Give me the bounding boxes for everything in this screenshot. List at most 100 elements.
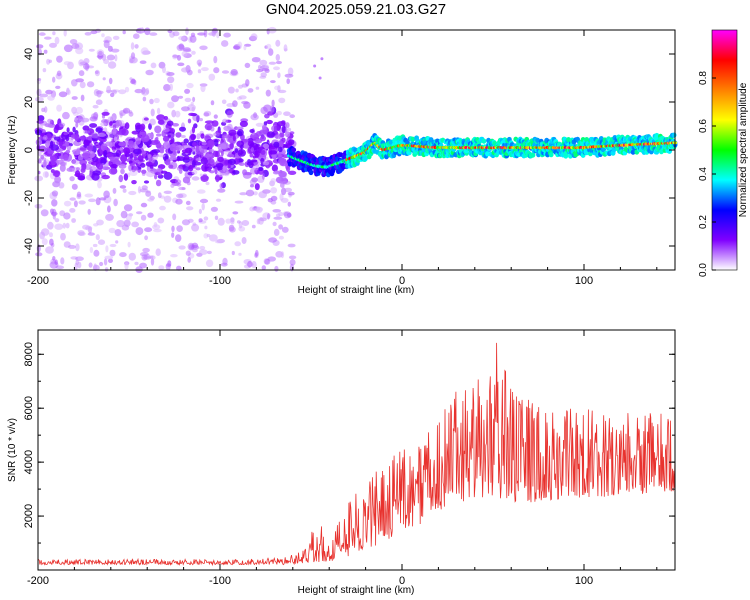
spectrogram-point bbox=[535, 137, 540, 143]
spectrogram-point bbox=[261, 265, 266, 271]
spectrogram-point bbox=[122, 188, 127, 193]
spectrogram-point bbox=[195, 167, 201, 171]
spectrogram-point bbox=[140, 88, 150, 96]
spectrogram-point bbox=[199, 198, 209, 204]
spectrogram-point bbox=[49, 232, 53, 238]
colorbar-label: Normalized spectral amplitude bbox=[738, 82, 749, 217]
spectrogram-point bbox=[226, 153, 235, 158]
spectrogram-point bbox=[241, 220, 250, 226]
spectrogram-point bbox=[114, 229, 122, 237]
spectrogram-point bbox=[144, 227, 153, 233]
spectrogram-point bbox=[152, 224, 161, 230]
spectrogram-point bbox=[281, 125, 286, 134]
spectrogram-point bbox=[48, 59, 52, 63]
spectrogram-point bbox=[215, 162, 224, 169]
spectrogram-point bbox=[210, 100, 215, 106]
spectrogram-point bbox=[287, 191, 295, 196]
x-tick-label: -200 bbox=[27, 575, 49, 587]
spectrogram-point bbox=[485, 151, 490, 157]
snr-frame bbox=[37, 329, 676, 571]
spectrogram-point bbox=[128, 252, 136, 261]
spectrogram-point bbox=[200, 175, 209, 182]
spectrogram-point bbox=[249, 129, 255, 133]
spectrogram-point bbox=[84, 193, 94, 198]
spectrogram-point bbox=[85, 140, 92, 144]
spectrogram-point bbox=[52, 256, 56, 261]
spectrogram-point bbox=[185, 200, 191, 206]
spectrogram-point bbox=[116, 220, 125, 228]
spectrogram-point bbox=[118, 163, 127, 169]
x-tick-label: 100 bbox=[575, 575, 593, 587]
spectrogram-point bbox=[271, 164, 278, 172]
spectrogram-point bbox=[103, 258, 108, 266]
spectrogram-point bbox=[96, 219, 104, 226]
spectrogram-point bbox=[71, 106, 77, 114]
spectrogram-point bbox=[34, 175, 44, 182]
spectrogram-point bbox=[140, 202, 148, 208]
spectrogram-point bbox=[246, 262, 254, 267]
spectrogram-point bbox=[75, 243, 80, 252]
spectrogram-point bbox=[121, 224, 130, 231]
spectrogram-point bbox=[38, 149, 42, 157]
spectrogram-point bbox=[56, 55, 63, 63]
spectrogram-point bbox=[155, 133, 162, 137]
spectrogram-point bbox=[179, 126, 186, 132]
spectrogram-point bbox=[100, 122, 107, 127]
spectrogram-point bbox=[234, 148, 239, 153]
spectrogram-point bbox=[72, 126, 76, 133]
spectrogram-point bbox=[149, 118, 156, 126]
spectrogram-point bbox=[287, 212, 292, 218]
spectrogram-point bbox=[142, 247, 150, 253]
spectrogram-point bbox=[279, 140, 284, 147]
spectrogram-point bbox=[47, 221, 54, 230]
spectrogram-point bbox=[92, 243, 98, 248]
spectrogram-point bbox=[44, 36, 52, 40]
spectrogram-point bbox=[129, 169, 138, 176]
spectrogram-point bbox=[144, 235, 149, 241]
spectrogram-point bbox=[159, 205, 166, 211]
spectrogram-point bbox=[63, 44, 73, 53]
spectrogram-point bbox=[176, 193, 184, 199]
spectrogram-point bbox=[183, 138, 189, 144]
spectrogram-point bbox=[87, 208, 91, 215]
spectrogram-point bbox=[287, 201, 291, 207]
spectrogram-point bbox=[245, 79, 250, 87]
spectrogram-point bbox=[119, 185, 127, 189]
spectrogram-point bbox=[220, 143, 227, 150]
spectrogram-point bbox=[50, 211, 58, 216]
spectrogram-point bbox=[63, 200, 72, 207]
spectrogram-point bbox=[141, 172, 146, 176]
spectrogram-point bbox=[278, 97, 286, 104]
spectrogram-point bbox=[230, 219, 235, 225]
spectrogram-point bbox=[165, 159, 171, 166]
spectrogram-point bbox=[53, 170, 60, 178]
spectrogram-point bbox=[278, 157, 287, 165]
spectrogram-point bbox=[109, 132, 114, 139]
spectrogram-point bbox=[278, 224, 283, 230]
spectrogram-point bbox=[169, 83, 173, 92]
spectrogram-point bbox=[59, 164, 66, 172]
spectrogram-point bbox=[291, 147, 297, 153]
spectrogram-point bbox=[166, 263, 172, 267]
spectrogram-point bbox=[144, 27, 151, 36]
spectrogram-point bbox=[85, 225, 93, 231]
y-tick-label: 0 bbox=[23, 147, 35, 153]
spectrogram-point bbox=[56, 70, 62, 77]
spectrogram-point bbox=[140, 123, 146, 131]
colorbar-gradient bbox=[711, 29, 738, 271]
spectrogram-point bbox=[185, 27, 189, 35]
spectrogram-point bbox=[97, 239, 106, 245]
spectrogram-point bbox=[175, 179, 182, 185]
spectrogram-point bbox=[252, 155, 257, 159]
spectrogram-point bbox=[170, 254, 178, 258]
y-tick-label: 40 bbox=[23, 48, 35, 60]
spectrogram-point bbox=[38, 157, 47, 161]
spectrogram-point bbox=[238, 252, 242, 256]
spectrogram-point bbox=[130, 42, 135, 50]
spectrogram-point bbox=[145, 69, 154, 76]
spectrogram-point bbox=[241, 237, 247, 244]
spectrogram-point bbox=[213, 139, 219, 147]
spectrogram-point bbox=[120, 168, 125, 175]
spectrogram-point bbox=[192, 141, 197, 147]
spectrogram-point bbox=[271, 153, 277, 159]
